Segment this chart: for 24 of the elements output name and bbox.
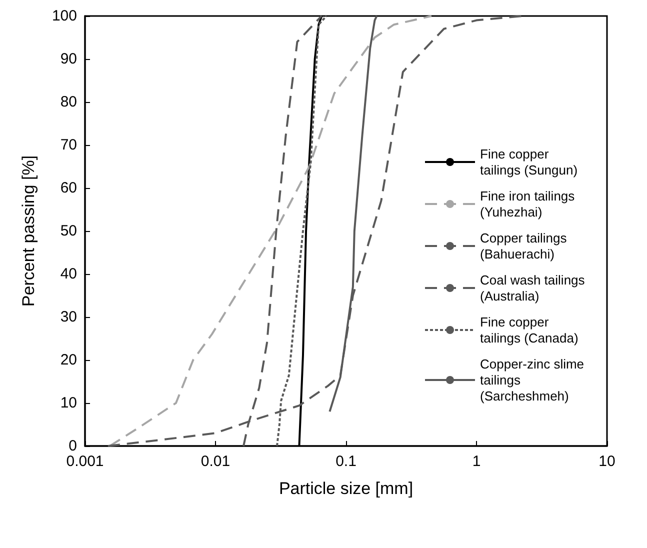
y-tick-label: 0 xyxy=(68,438,77,454)
y-tick-label: 40 xyxy=(60,266,77,282)
x-tick-label: 0.1 xyxy=(336,453,356,470)
y-tick-label: 50 xyxy=(60,222,77,240)
legend-label: Copper tailings (Bahuerachi) xyxy=(480,230,570,262)
y-tick-label: 20 xyxy=(60,352,77,368)
y-tick-label: 10 xyxy=(60,394,77,412)
x-axis-title: Particle size [mm] xyxy=(278,479,414,498)
legend-label: Copper-zinc slime tailings (Sarcheshmeh) xyxy=(480,356,588,404)
x-tick-label: 10 xyxy=(598,453,616,470)
y-tick-label: 60 xyxy=(60,180,77,196)
y-tick-label: 100 xyxy=(52,8,77,24)
legend-label: Fine copper tailings (Sungun) xyxy=(480,146,578,178)
y-tick-label: 30 xyxy=(60,308,77,326)
legend-label: Coal wash tailings (Australia) xyxy=(480,272,588,304)
y-tick-label: 70 xyxy=(60,136,77,154)
legend-label: Fine copper tailings (Canada) xyxy=(480,314,578,346)
y-tick-label: 80 xyxy=(60,94,77,110)
x-tick-label: 0.001 xyxy=(66,453,104,470)
x-tick-label: 0.01 xyxy=(200,453,230,470)
x-tick-label: 1 xyxy=(472,453,481,470)
y-tick-label: 90 xyxy=(60,50,77,68)
y-axis-title: Percent passing [%] xyxy=(19,155,38,307)
legend-label: Fine iron tailings (Yuhezhai) xyxy=(480,188,578,220)
